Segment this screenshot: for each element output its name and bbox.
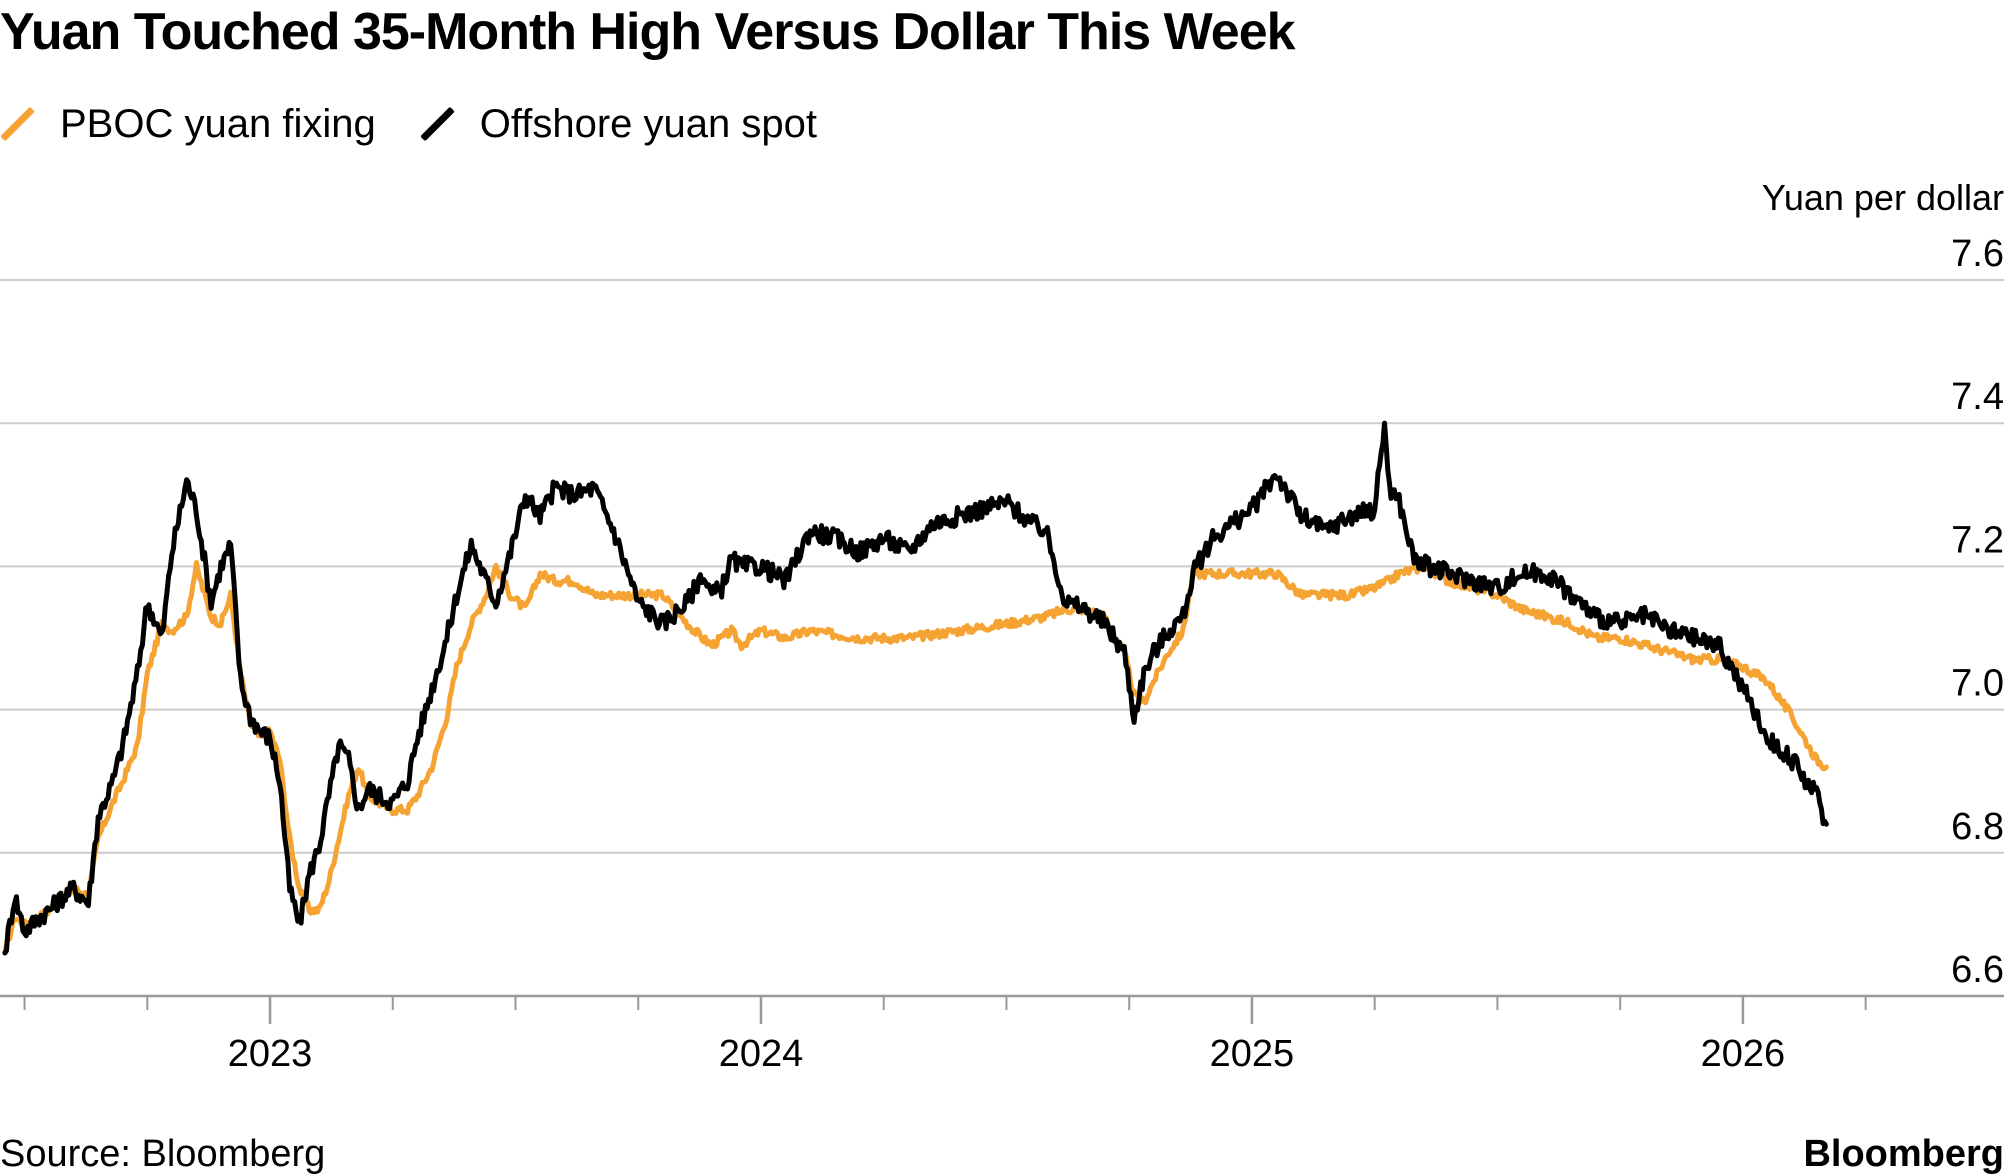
bloomberg-logo: Bloomberg [1803,1133,2004,1175]
series-line-pboc-fixing [2,560,1829,956]
chart-title: Yuan Touched 35-Month High Versus Dollar… [0,3,1296,61]
source-note: Source: Bloomberg [0,1133,326,1175]
y-axis-title: Yuan per dollar [1762,177,2004,218]
x-tick-label: 2026 [1701,1033,1786,1070]
legend-swatch-offshore-spot [420,106,454,142]
y-tick-label: 6.8 [1951,806,2004,848]
legend-label-offshore-spot: Offshore yuan spot [479,101,817,146]
x-tick-label: 2025 [1210,1033,1295,1070]
y-tick-label: 7.0 [1951,663,2004,705]
legend-label-pboc-fixing: PBOC yuan fixing [60,101,376,146]
y-tick-label: 6.6 [1951,949,2004,991]
line-chart: Yuan per dollar 6.6 6.8 7.0 7.2 7.4 7.6 2023 202… [0,177,2004,1070]
legend: PBOC yuan fixing Offshore yuan spot [0,98,861,150]
x-tick-label: 2023 [228,1033,313,1070]
legend-swatch-pboc-fixing [0,106,34,142]
y-tick-label: 7.4 [1951,376,2004,418]
legend-item-offshore-spot: Offshore yuan spot [420,102,817,147]
y-tick-label: 7.2 [1951,519,2004,561]
y-tick-label: 7.6 [1951,233,2004,275]
legend-item-pboc-fixing: PBOC yuan fixing [0,102,376,147]
series-line-offshore-spot [2,420,1829,956]
x-tick-label: 2024 [719,1033,804,1070]
